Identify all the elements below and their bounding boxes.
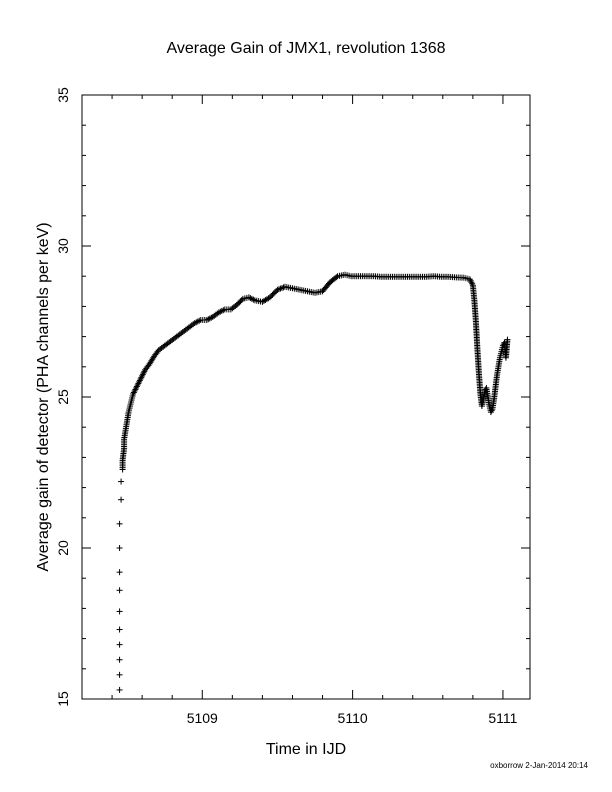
x-tick-label: 5109 <box>187 710 218 726</box>
x-tick-label: 5111 <box>488 710 517 726</box>
x-axis-ticks <box>81 95 504 699</box>
data-point <box>266 294 273 301</box>
data-point <box>118 478 125 485</box>
data-point <box>116 671 123 678</box>
y-axis-tick-labels: 15 20 25 30 35 <box>55 87 71 707</box>
data-point <box>116 641 123 648</box>
chart-title: Average Gain of JMX1, revolution 1368 <box>167 40 446 57</box>
data-point <box>116 608 123 615</box>
data-point <box>504 336 511 343</box>
y-axis-ticks <box>82 94 530 700</box>
data-point-fill <box>270 290 277 297</box>
y-tick-label: 35 <box>55 87 71 103</box>
data-point-fill <box>333 274 340 281</box>
data-point <box>116 587 123 594</box>
x-axis-label: Time in IJD <box>266 741 346 758</box>
data-point <box>116 520 123 527</box>
data-point-fill <box>238 297 245 304</box>
y-tick-label: 30 <box>55 238 71 254</box>
y-tick-label: 20 <box>55 540 71 556</box>
data-point <box>116 656 123 663</box>
data-point-fill <box>269 291 276 298</box>
data-point-fill <box>268 293 275 300</box>
data-point-fill <box>271 289 278 296</box>
x-tick-label: 5110 <box>338 710 368 726</box>
data-point <box>118 496 125 503</box>
x-axis-tick-labels: 5109 5110 5111 <box>187 710 518 726</box>
y-tick-label: 25 <box>55 389 71 405</box>
data-point <box>116 626 123 633</box>
data-point <box>116 545 123 551</box>
data-point <box>116 686 123 693</box>
data-points <box>116 271 511 693</box>
y-tick-label: 15 <box>55 691 71 707</box>
data-point <box>116 569 123 576</box>
y-axis-label: Average gain of detector (PHA channels p… <box>35 222 52 571</box>
footer-stamp: oxborrow 2-Jan-2014 20:14 <box>490 761 588 770</box>
